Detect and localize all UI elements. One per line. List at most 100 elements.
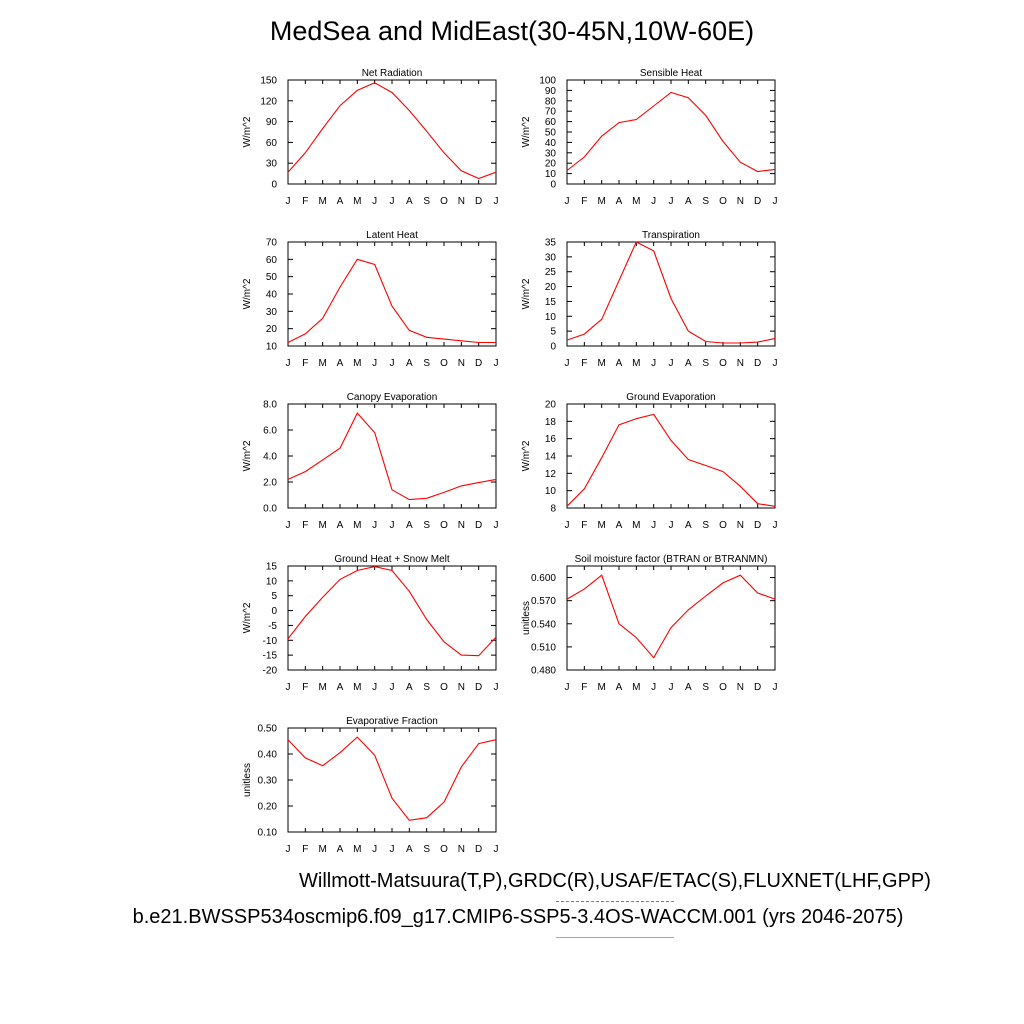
- x-tick-label: O: [440, 196, 448, 207]
- x-tick-label: M: [632, 520, 640, 531]
- panel-title: Net Radiation: [362, 68, 423, 79]
- y-tick-label: 10: [266, 342, 278, 353]
- x-tick-label: J: [565, 358, 570, 369]
- y-tick-label: 40: [266, 290, 278, 301]
- x-tick-label: M: [597, 196, 605, 207]
- y-tick-label: 0.20: [258, 802, 278, 813]
- x-tick-label: O: [440, 682, 448, 693]
- series-line: [287, 412, 497, 501]
- y-tick-label: 14: [545, 452, 557, 463]
- x-tick-label: J: [390, 520, 395, 531]
- x-tick-label: D: [475, 196, 482, 207]
- x-tick-label: A: [406, 682, 413, 693]
- x-tick-label: A: [337, 358, 344, 369]
- x-tick-label: A: [685, 358, 692, 369]
- x-tick-label: M: [353, 358, 361, 369]
- plot-frame: [566, 403, 776, 509]
- y-tick-label: 0.480: [531, 666, 556, 677]
- y-tick-label: 0.40: [258, 750, 278, 761]
- y-tick-label: 35: [545, 238, 557, 249]
- x-tick-label: O: [440, 358, 448, 369]
- y-axis-label: unitless: [521, 601, 532, 635]
- y-tick-label: 16: [545, 434, 557, 445]
- x-tick-label: J: [372, 520, 377, 531]
- y-tick-label: 90: [266, 117, 278, 128]
- plot-frame: [287, 565, 497, 671]
- y-tick-label: 10: [266, 576, 278, 587]
- x-tick-label: F: [302, 844, 308, 855]
- x-tick-label: M: [353, 844, 361, 855]
- x-tick-label: J: [286, 196, 291, 207]
- y-tick-label: 0.540: [531, 619, 556, 630]
- x-tick-label: D: [475, 358, 482, 369]
- y-tick-label: 20: [545, 400, 557, 411]
- y-tick-label: 70: [545, 107, 557, 118]
- panel-title: Ground Evaporation: [626, 392, 716, 403]
- y-tick-label: 20: [545, 282, 557, 293]
- x-tick-label: J: [773, 682, 778, 693]
- y-tick-label: 50: [545, 128, 557, 139]
- x-tick-label: A: [616, 682, 623, 693]
- x-tick-label: J: [494, 682, 499, 693]
- y-tick-label: 30: [545, 148, 557, 159]
- y-tick-label: 0.30: [258, 776, 278, 787]
- y-tick-label: -5: [268, 621, 277, 632]
- x-tick-label: N: [737, 196, 744, 207]
- x-tick-label: J: [286, 358, 291, 369]
- x-tick-label: A: [616, 520, 623, 531]
- x-tick-label: J: [286, 844, 291, 855]
- x-tick-label: A: [406, 358, 413, 369]
- x-tick-label: J: [565, 520, 570, 531]
- plot-frame: [566, 241, 776, 347]
- series-line: [566, 91, 776, 173]
- y-tick-label: 10: [545, 312, 557, 323]
- y-tick-label: 18: [545, 417, 557, 428]
- x-tick-label: D: [754, 682, 761, 693]
- x-tick-label: F: [302, 520, 308, 531]
- x-tick-label: N: [458, 358, 465, 369]
- x-tick-label: M: [318, 682, 326, 693]
- x-tick-label: M: [632, 196, 640, 207]
- series-line: [287, 258, 496, 344]
- x-tick-label: M: [632, 358, 640, 369]
- plot-frame: [287, 241, 497, 347]
- panel-title: Canopy Evaporation: [347, 392, 438, 403]
- x-tick-label: J: [286, 520, 291, 531]
- y-tick-label: 60: [545, 117, 557, 128]
- x-tick-label: S: [702, 520, 709, 531]
- x-tick-label: N: [458, 196, 465, 207]
- x-tick-label: J: [773, 358, 778, 369]
- panel-8: Soil moisture factor (BTRAN or BTRANMN) J…: [521, 554, 778, 693]
- legend-solid-line: [556, 937, 674, 938]
- x-tick-label: M: [318, 196, 326, 207]
- y-tick-label: 10: [545, 486, 557, 497]
- y-tick-label: 5: [271, 591, 277, 602]
- y-tick-label: 15: [545, 297, 557, 308]
- x-tick-label: N: [737, 520, 744, 531]
- panel-title: Ground Heat + Snow Melt: [334, 554, 450, 565]
- x-tick-label: J: [494, 196, 499, 207]
- x-tick-label: F: [581, 682, 587, 693]
- x-tick-label: A: [337, 520, 344, 531]
- y-tick-label: 6.0: [263, 426, 277, 437]
- y-tick-label: 0: [271, 606, 277, 617]
- x-tick-label: D: [475, 520, 482, 531]
- x-tick-label: J: [390, 358, 395, 369]
- y-tick-label: -15: [263, 651, 278, 662]
- x-tick-label: D: [754, 196, 761, 207]
- plot-frame: [566, 565, 776, 671]
- x-tick-label: O: [719, 196, 727, 207]
- y-tick-label: 0.570: [531, 596, 556, 607]
- y-tick-label: 4.0: [263, 452, 277, 463]
- x-tick-label: J: [390, 196, 395, 207]
- x-tick-label: M: [353, 196, 361, 207]
- x-tick-label: J: [494, 520, 499, 531]
- y-tick-label: 150: [260, 76, 277, 87]
- y-tick-label: 0: [271, 180, 277, 191]
- x-tick-label: O: [719, 358, 727, 369]
- y-tick-label: -10: [263, 636, 278, 647]
- y-tick-label: 60: [266, 255, 278, 266]
